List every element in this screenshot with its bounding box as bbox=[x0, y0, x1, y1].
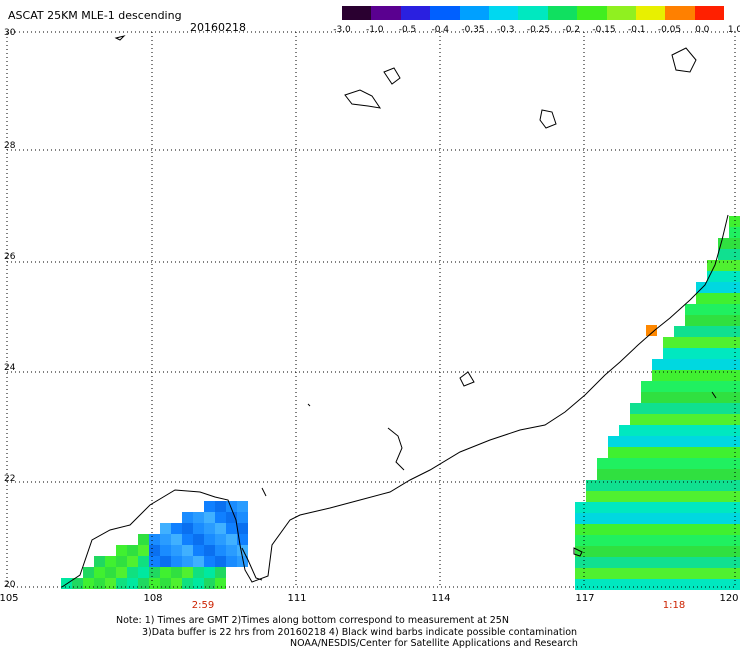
colorbar-segment bbox=[606, 6, 636, 20]
lat-label-20: 20 bbox=[4, 580, 16, 590]
colorbar-segment bbox=[635, 6, 666, 20]
colorbar-segment bbox=[488, 6, 519, 20]
colorbar-label: -0.05 bbox=[657, 25, 682, 35]
colorbar-label: 0.0 bbox=[695, 25, 710, 35]
coastline bbox=[539, 109, 557, 129]
lon-label-111: 111 bbox=[287, 593, 307, 604]
colorbar-segment bbox=[577, 6, 607, 20]
lat-label-28: 28 bbox=[4, 141, 16, 151]
colorbar-segment bbox=[694, 6, 725, 20]
colorbar-segment bbox=[459, 6, 489, 20]
note-line-1: Note: 1) Times are GMT 2)Times along bot… bbox=[116, 615, 509, 626]
coastline bbox=[241, 547, 263, 581]
colorbar-label: -3.0 bbox=[333, 25, 351, 35]
colorbar-label: -0.4 bbox=[431, 25, 450, 35]
colorbar-segment bbox=[518, 6, 548, 20]
lat-label-22: 22 bbox=[4, 474, 16, 484]
colorbar-label: -0.25 bbox=[526, 25, 551, 35]
coastline bbox=[61, 214, 729, 588]
colorbar-labels: -3.0 -1.0 -0.5 -0.4 -0.35 -0.3 -0.25 -0.2 -0.15 -… bbox=[330, 25, 740, 37]
coastline bbox=[573, 547, 583, 557]
coastline bbox=[387, 427, 405, 471]
coastline bbox=[711, 391, 717, 399]
lon-label-105: 105 bbox=[0, 593, 19, 604]
map-frame bbox=[6, 31, 736, 588]
lat-label-24: 24 bbox=[4, 363, 16, 373]
map-date: 20160218 bbox=[190, 21, 246, 34]
lon-label-117: 117 bbox=[575, 593, 595, 604]
colorbar-label: -0.5 bbox=[398, 25, 417, 35]
colorbar-segment bbox=[430, 6, 460, 20]
colorbar-label: -0.2 bbox=[562, 25, 581, 35]
lon-label-108: 108 bbox=[143, 593, 163, 604]
colorbar-segment bbox=[371, 6, 401, 20]
lon-label-114: 114 bbox=[431, 593, 451, 604]
coastline bbox=[307, 403, 311, 407]
colorbar-segment bbox=[547, 6, 578, 20]
colorbar-label: 1.0 bbox=[727, 25, 740, 35]
note-line-2: 3)Data buffer is 22 hrs from 20160218 4)… bbox=[142, 627, 578, 638]
coastline bbox=[261, 487, 267, 497]
colorbar-segment bbox=[665, 6, 695, 20]
lat-label-30: 30 bbox=[4, 28, 16, 38]
colorbar-segment bbox=[400, 6, 431, 20]
coastline bbox=[383, 67, 401, 85]
colorbar-label: -0.35 bbox=[461, 25, 485, 35]
note-line-3: NOAA/NESDIS/Center for Satellite Applica… bbox=[290, 638, 578, 649]
colorbar-segment bbox=[342, 6, 372, 20]
lon-label-120: 120 bbox=[719, 593, 739, 604]
pass-time-east: 1:18 bbox=[662, 600, 686, 611]
colorbar-label: -0.15 bbox=[592, 25, 616, 35]
pass-time-west: 2:59 bbox=[191, 600, 215, 611]
colorbar bbox=[342, 6, 725, 20]
coastline bbox=[344, 89, 382, 109]
colorbar-label: -0.3 bbox=[496, 25, 515, 35]
coastline bbox=[114, 35, 126, 41]
map-title: ASCAT 25KM MLE-1 descending bbox=[8, 9, 182, 22]
coastline bbox=[671, 47, 697, 73]
lat-label-26: 26 bbox=[4, 252, 16, 262]
colorbar-label: -1.0 bbox=[365, 25, 384, 35]
coastline bbox=[459, 371, 475, 387]
colorbar-label: -0.1 bbox=[627, 25, 646, 35]
